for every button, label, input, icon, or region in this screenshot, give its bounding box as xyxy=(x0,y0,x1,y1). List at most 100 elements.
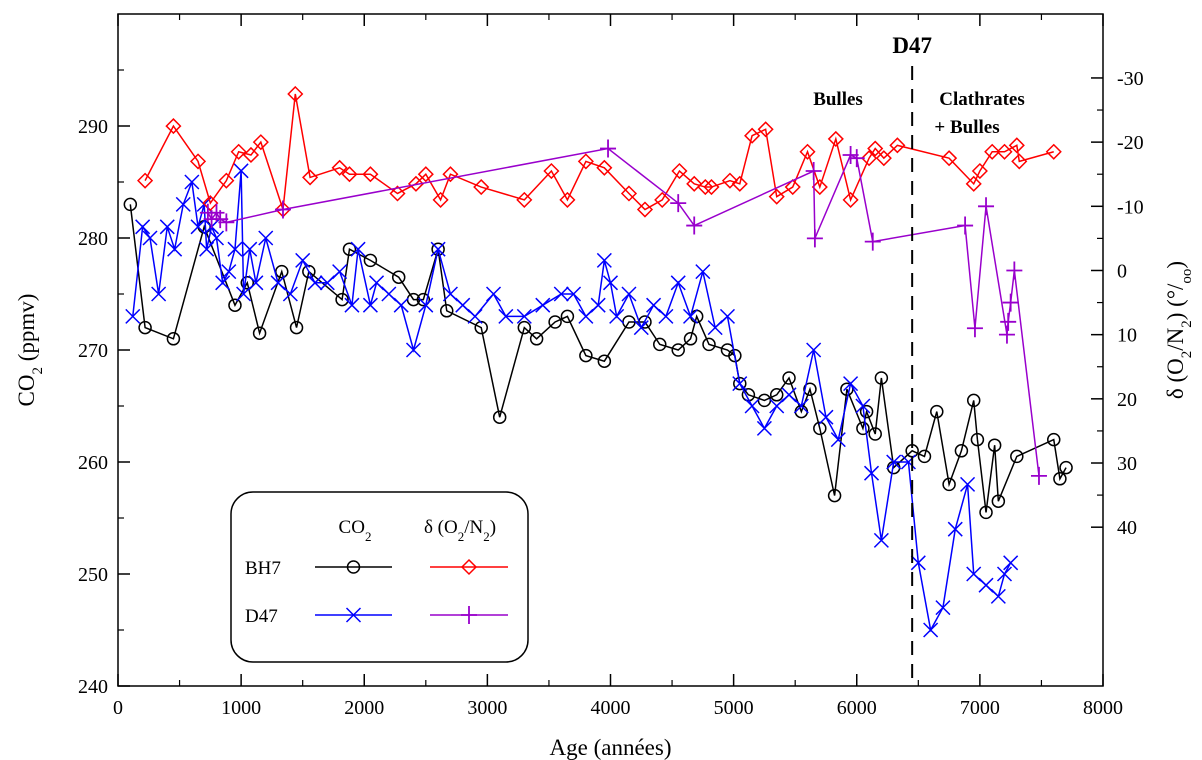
data-point xyxy=(439,304,454,318)
data-point xyxy=(416,292,431,307)
data-point xyxy=(442,166,459,183)
data-point xyxy=(979,505,993,520)
data-point xyxy=(732,376,748,392)
data-point xyxy=(332,264,348,280)
data-point xyxy=(984,143,1001,160)
clathrates-region-label: Clathrates xyxy=(939,89,1024,110)
data-point xyxy=(218,213,235,232)
data-point xyxy=(577,153,594,170)
data-point xyxy=(233,163,249,179)
data-point xyxy=(671,162,688,180)
data-point xyxy=(350,241,366,257)
data-point xyxy=(683,332,698,346)
data-point xyxy=(697,178,714,196)
data-point xyxy=(996,566,1013,582)
data-point xyxy=(432,191,449,208)
data-point xyxy=(560,309,575,324)
data-point xyxy=(165,118,182,135)
y-tick-label: 280 xyxy=(78,228,108,250)
y2-tick-label: -20 xyxy=(1117,132,1144,154)
data-point xyxy=(781,387,797,403)
data-point xyxy=(930,404,944,419)
data-point xyxy=(867,140,884,157)
data-point xyxy=(516,191,533,208)
data-point xyxy=(430,241,446,257)
data-point xyxy=(1045,143,1062,160)
data-point xyxy=(1002,293,1019,312)
data-point xyxy=(806,342,822,358)
data-point xyxy=(417,166,434,183)
data-point xyxy=(707,320,723,336)
data-point xyxy=(923,622,939,638)
data-point xyxy=(861,150,878,167)
data-point xyxy=(987,438,1002,452)
data-point xyxy=(227,241,243,257)
data-point xyxy=(1008,137,1025,154)
series-line xyxy=(129,204,1067,513)
data-point xyxy=(609,308,625,324)
data-point xyxy=(467,308,483,324)
data-point xyxy=(270,275,286,291)
data-point xyxy=(811,178,828,196)
data-point xyxy=(596,252,612,268)
y-axis-title: CO2 (ppmv) xyxy=(14,294,46,407)
data-point xyxy=(971,162,988,180)
data-point xyxy=(498,308,514,324)
data-point xyxy=(597,354,612,368)
data-point xyxy=(910,555,926,571)
data-point xyxy=(842,191,859,208)
data-point xyxy=(302,169,319,186)
data-point xyxy=(671,343,685,357)
data-point xyxy=(728,348,742,363)
data-point xyxy=(228,298,242,312)
data-point xyxy=(236,286,252,302)
data-point xyxy=(344,297,360,313)
y-tick-label: 240 xyxy=(78,676,108,698)
data-point xyxy=(978,577,994,593)
data-point xyxy=(686,175,703,192)
data-point xyxy=(240,276,255,290)
data-point xyxy=(960,476,976,492)
x-tick-label: 6000 xyxy=(837,697,877,719)
data-point xyxy=(805,162,822,181)
data-point xyxy=(578,308,594,324)
data-point xyxy=(757,121,774,138)
data-point xyxy=(782,371,796,385)
data-point xyxy=(769,398,785,414)
data-point xyxy=(998,325,1015,344)
data-point xyxy=(407,175,425,192)
x-tick-label: 7000 xyxy=(960,697,1000,719)
y-tick-label: 270 xyxy=(78,340,108,362)
data-point xyxy=(620,185,638,202)
data-point xyxy=(159,219,175,235)
data-point xyxy=(996,143,1013,160)
data-point xyxy=(369,275,385,291)
series-line xyxy=(144,93,1054,211)
x-tick-label: 2000 xyxy=(344,697,384,719)
data-point xyxy=(756,420,772,436)
data-point xyxy=(492,410,507,424)
data-point xyxy=(274,200,291,219)
data-point xyxy=(731,175,748,192)
data-point xyxy=(151,286,167,302)
bulles-region-label: Bulles xyxy=(813,89,863,110)
data-point xyxy=(602,275,619,291)
x-axis-title: Age (années) xyxy=(550,735,672,760)
data-point xyxy=(600,139,617,158)
data-point xyxy=(658,308,674,324)
data-point xyxy=(252,134,269,151)
data-point xyxy=(621,286,637,302)
data-point xyxy=(874,371,889,385)
data-point xyxy=(123,197,138,212)
data-point xyxy=(242,146,260,164)
data-point xyxy=(978,197,995,216)
data-point xyxy=(381,286,397,302)
y-tick-label: 250 xyxy=(78,564,108,586)
y2-axis-ticks: -30 -20 -10 0 10 20 30 40 xyxy=(1091,68,1144,539)
data-point xyxy=(455,297,471,313)
data-point xyxy=(991,494,1006,508)
data-point xyxy=(686,216,703,235)
data-point xyxy=(1053,472,1067,486)
data-point xyxy=(199,241,215,257)
